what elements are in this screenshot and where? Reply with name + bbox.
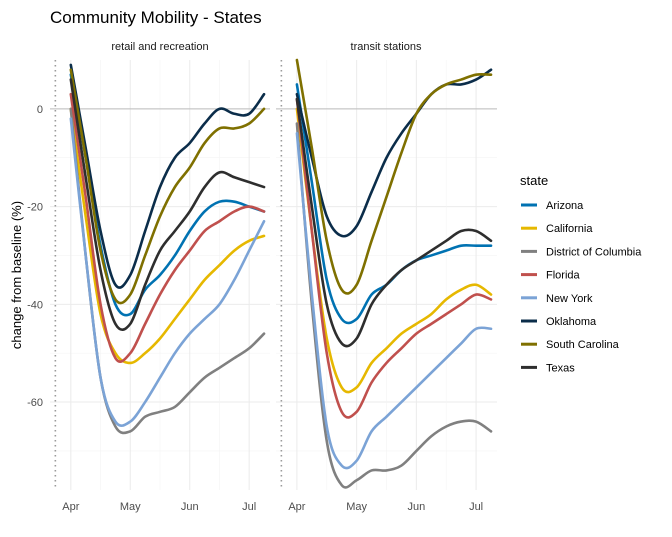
- series-line: [69, 107, 266, 365]
- series-line: [295, 97, 493, 348]
- y-axis-title: change from baseline (%): [9, 201, 24, 349]
- legend-label: Arizona: [546, 200, 584, 212]
- x-tick-label: Jul: [242, 501, 256, 513]
- y-axis-ticks: 0 -20 -40 -60: [27, 104, 43, 409]
- legend-label: Oklahoma: [546, 316, 597, 328]
- legend-items: Arizona California District of Columbia Flo…: [521, 200, 642, 374]
- legend-label: New York: [546, 293, 593, 305]
- x-tick-label: Jun: [181, 501, 199, 513]
- series-line: [69, 68, 266, 305]
- series-line: [69, 117, 266, 427]
- chart-title: Community Mobility - States: [50, 8, 262, 27]
- legend-label: South Carolina: [546, 339, 620, 351]
- panel-x-ticks: Apr May Jun Jul: [288, 501, 483, 513]
- panel-transit-stations: transit stations Apr May Jun Jul: [276, 41, 497, 513]
- panel-strip-label: transit stations: [351, 41, 422, 53]
- y-tick-label: -40: [27, 299, 43, 311]
- x-tick-label: Apr: [288, 501, 305, 513]
- legend-label: Florida: [546, 270, 581, 282]
- series-line: [69, 78, 266, 331]
- legend-title: state: [520, 173, 548, 188]
- y-tick-label: 0: [37, 104, 43, 116]
- series-line: [295, 132, 493, 470]
- series-line: [295, 97, 493, 419]
- panel-x-ticks: Apr May Jun Jul: [62, 501, 256, 513]
- legend-label: District of Columbia: [546, 246, 642, 258]
- panel-strip-label: retail and recreation: [111, 41, 208, 53]
- panel-retail-and-recreation: retail and recreation Apr May Jun Jul: [50, 41, 270, 513]
- x-tick-label: May: [120, 501, 141, 513]
- y-tick-label: -20: [27, 202, 43, 214]
- legend: state Arizona California District of Colum…: [520, 173, 642, 374]
- series-line: [295, 122, 493, 489]
- series-line: [69, 92, 266, 363]
- x-tick-label: Jul: [469, 501, 483, 513]
- series-line: [295, 83, 493, 325]
- x-tick-label: Jun: [407, 501, 425, 513]
- x-tick-label: May: [346, 501, 367, 513]
- panel-series: [295, 58, 493, 489]
- x-tick-label: Apr: [62, 501, 79, 513]
- panel-series: [69, 63, 266, 435]
- series-line: [295, 58, 493, 295]
- series-line: [69, 63, 266, 289]
- legend-label: California: [546, 223, 593, 235]
- series-line: [295, 68, 493, 238]
- y-tick-label: -60: [27, 397, 43, 409]
- legend-label: Texas: [546, 362, 575, 374]
